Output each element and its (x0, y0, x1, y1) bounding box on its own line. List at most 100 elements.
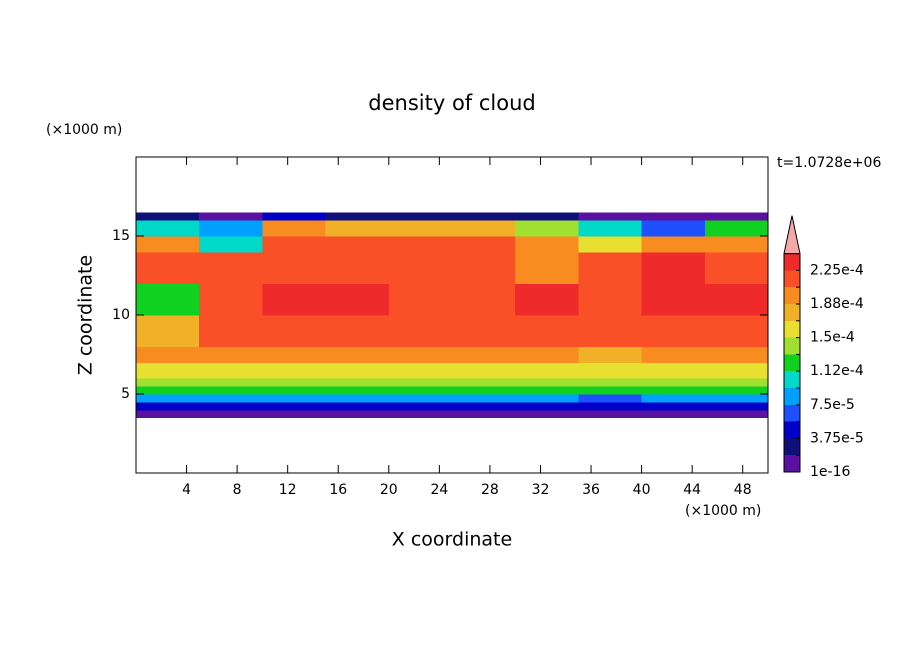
contour-cell (388, 251, 453, 284)
contour-cell (578, 346, 643, 363)
colorbar-bin (784, 455, 800, 472)
x-unit: (×1000 m) (685, 503, 761, 519)
colorbar-bin (784, 438, 800, 456)
contour-cell (262, 315, 327, 348)
x-tick-label: 36 (582, 482, 600, 498)
contour-cell (515, 362, 579, 379)
contour-cell (388, 346, 453, 363)
contour-cell (578, 386, 643, 395)
contour-cell (136, 386, 200, 395)
colorbar-bin (784, 320, 800, 338)
contour-cell (452, 236, 516, 253)
colorbar-label: 1e-16 (810, 464, 850, 480)
contour-cell (452, 409, 516, 419)
contour-cell (704, 346, 769, 363)
x-tick-label: 4 (182, 482, 191, 498)
contour-cell (515, 212, 579, 221)
contour-cell (578, 283, 643, 316)
contour-cell (704, 362, 769, 379)
contour-cell (262, 346, 327, 363)
contour-cell (641, 401, 706, 411)
colorbar-label: 1.5e-4 (810, 330, 855, 346)
contour-cell (515, 394, 579, 403)
colorbar-frame (783, 253, 801, 473)
contour-cell (136, 409, 200, 419)
contour-cell (452, 401, 516, 411)
contour-cell (262, 212, 327, 221)
contour-cell (388, 401, 453, 411)
x-tick-label: 40 (633, 482, 651, 498)
contour-cell (515, 220, 579, 237)
contour-cell (325, 283, 390, 316)
contour-cell (388, 386, 453, 395)
contour-cell (641, 220, 706, 237)
contour-cell (136, 378, 200, 387)
contour-cell (136, 394, 200, 403)
contour-cell (452, 386, 516, 395)
contour-cell (199, 401, 263, 411)
contour-cell (199, 283, 263, 316)
y-tick-label: 5 (121, 386, 130, 402)
contour-cell (136, 346, 200, 363)
x-tick-label: 48 (734, 482, 752, 498)
x-tick-label: 8 (233, 482, 242, 498)
contour-cell (262, 236, 327, 253)
contour-cell (452, 346, 516, 363)
contour-cell (452, 378, 516, 387)
contour-cell (704, 236, 769, 253)
contour-cell (578, 401, 643, 411)
contour-cell (578, 409, 643, 419)
colorbar-bin (784, 371, 800, 388)
y-unit: (×1000 m) (46, 122, 122, 138)
contour-cell (515, 236, 579, 253)
contour-cell (515, 315, 579, 348)
contour-cell (578, 378, 643, 387)
contour-cell (199, 315, 263, 348)
colorbar-bin (784, 337, 800, 355)
contour-cell (641, 362, 706, 379)
contour-cell (262, 409, 327, 419)
contour-cell (641, 394, 706, 403)
contour-cell (641, 315, 706, 348)
y-tick-label: 15 (112, 228, 130, 244)
contour-cell (136, 283, 200, 316)
contour-cell (325, 362, 390, 379)
time-label: t=1.0728e+06 (777, 155, 881, 171)
contour-cell (704, 283, 769, 316)
colorbar-label: 2.25e-4 (810, 262, 864, 278)
contour-cell (325, 236, 390, 253)
colorbar-label: 1.12e-4 (810, 363, 864, 379)
contour-cell (262, 362, 327, 379)
contour-cell (199, 378, 263, 387)
contour-cell (262, 220, 327, 237)
contour-cell (136, 212, 200, 221)
x-tick-label: 20 (380, 482, 398, 498)
contour-cell (641, 346, 706, 363)
contour-cell (325, 251, 390, 284)
contour-cell (262, 251, 327, 284)
contour-cell (199, 220, 263, 237)
colorbar-bin (784, 287, 800, 304)
contour-cell (452, 362, 516, 379)
contour-cell (388, 236, 453, 253)
contour-cell (578, 212, 643, 221)
contour-cell (388, 394, 453, 403)
contour-cell (325, 409, 390, 419)
contour-cell (641, 409, 706, 419)
x-tick-label: 32 (532, 482, 550, 498)
contour-cell (199, 409, 263, 419)
contour-cell (515, 409, 579, 419)
contour-cell (325, 394, 390, 403)
contour-cell (199, 346, 263, 363)
contour-cell (199, 362, 263, 379)
contour-cell (136, 251, 200, 284)
colorbar-label: 7.5e-5 (810, 397, 855, 413)
contour-cell (641, 236, 706, 253)
x-tick-label: 16 (329, 482, 347, 498)
contour-cell (578, 220, 643, 237)
x-tick-label: 28 (481, 482, 499, 498)
colorbar-bin (784, 404, 800, 422)
x-tick-label: 44 (683, 482, 701, 498)
contour-cell (452, 315, 516, 348)
contour-cell (452, 212, 516, 221)
